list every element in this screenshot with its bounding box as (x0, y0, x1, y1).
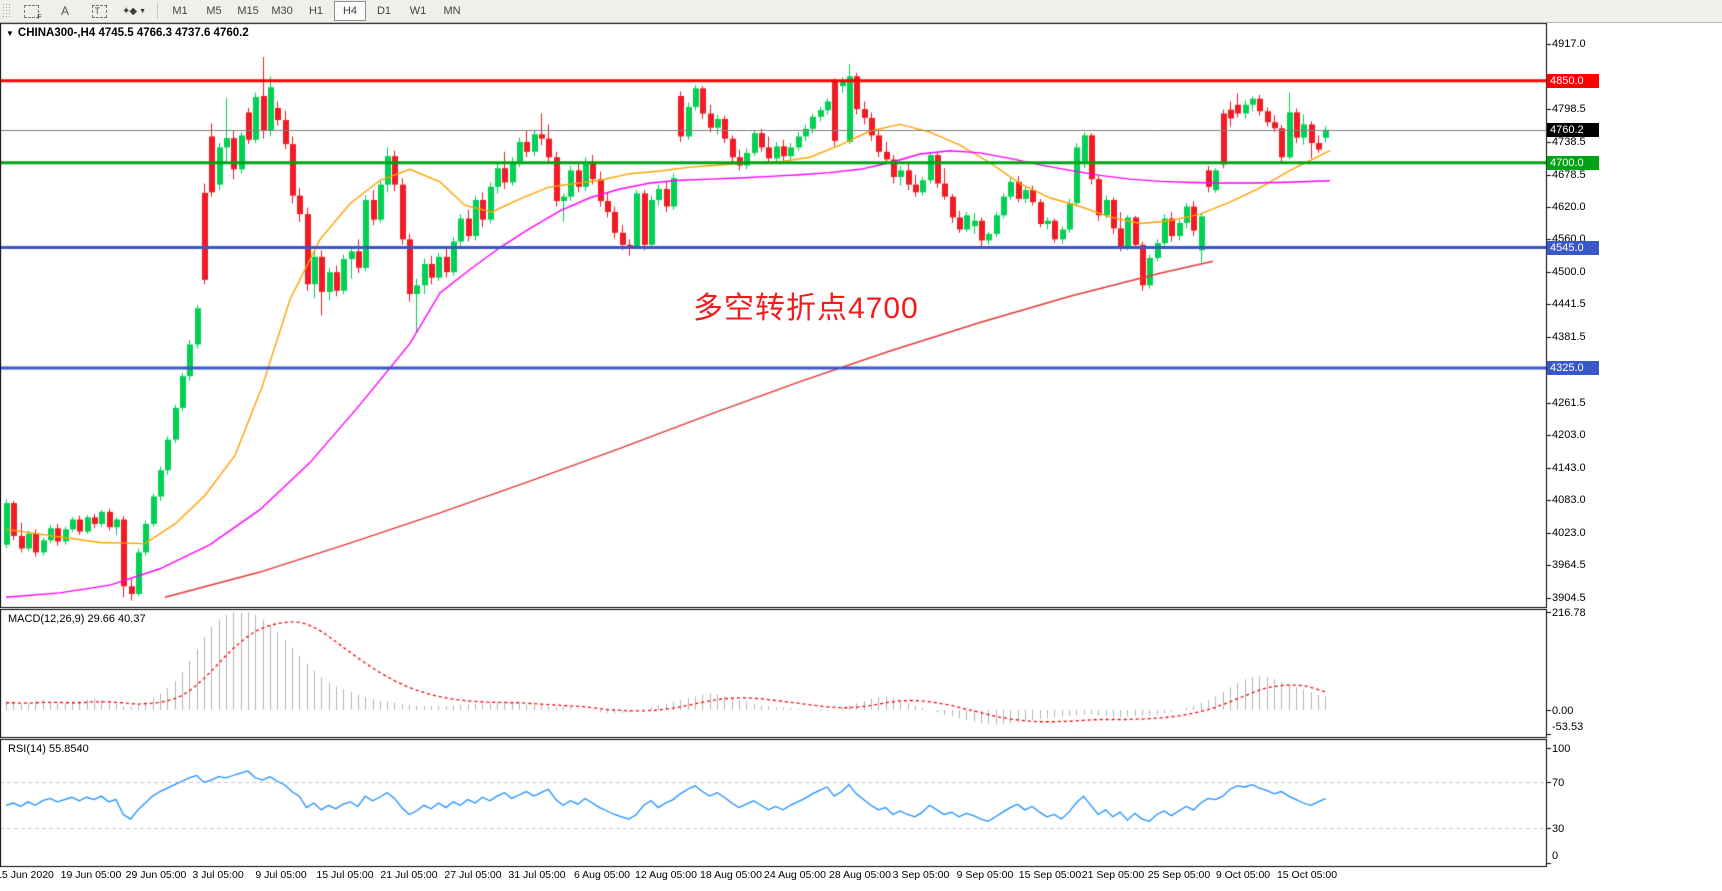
x-axis-label: 6 Aug 05:00 (573, 869, 631, 881)
price-axis-tick: 4441.5 (1552, 298, 1586, 311)
price-axis-tick: 4261.5 (1552, 396, 1586, 409)
x-axis-label: 15 Jul 05:00 (316, 869, 374, 881)
x-axis-label: 21 Jul 05:00 (380, 869, 438, 881)
x-axis-label: 27 Jul 05:00 (444, 869, 502, 881)
x-axis-label: 9 Jul 05:00 (255, 869, 307, 881)
rsi-axis-tick: 100 (1552, 743, 1571, 755)
chart-annotation-text: 多空转折点4700 (693, 292, 919, 325)
objects-tool-button[interactable]: ✦◆ ▼ (117, 1, 151, 21)
symbol-ohlc-text: CHINA300-,H4 4745.5 4766.3 4737.6 4760.2 (17, 27, 249, 39)
price-axis-tick: 4203.0 (1552, 428, 1586, 441)
x-axis-label: 19 Jun 05:00 (60, 869, 122, 881)
x-axis-label: 18 Aug 05:00 (700, 869, 762, 881)
macd-axis-tick: 216.78 (1552, 607, 1586, 619)
price-axis-tick: 4023.0 (1552, 527, 1586, 540)
fibonacci-icon: F (23, 4, 42, 21)
rsi-pane-label: RSI(14) 55.8540 (8, 743, 89, 755)
x-axis-label: 28 Aug 05:00 (829, 869, 891, 881)
text-label-tool-button[interactable]: A (49, 1, 81, 21)
x-axis-label: 9 Oct 05:00 (1215, 869, 1271, 881)
fibonacci-tool-button[interactable]: F (15, 1, 47, 21)
timeframe-button-M1[interactable]: M1 (172, 5, 188, 17)
hline-badge-4545.0: 4545.0 (1547, 240, 1599, 255)
timeframe-button-MN[interactable]: MN (443, 5, 461, 17)
timeframe-button-M5[interactable]: M5 (206, 5, 222, 17)
price-axis-tick: 3904.5 (1552, 592, 1586, 605)
price-axis-tick: 4917.0 (1552, 38, 1586, 50)
x-axis-label: 15 Oct 05:00 (1276, 869, 1338, 881)
price-axis-tick: 4381.5 (1552, 331, 1586, 344)
x-axis-label: 25 Sep 05:00 (1147, 869, 1211, 881)
hline-badge-4325.0: 4325.0 (1547, 360, 1599, 375)
x-axis-label: 15 Sep 05:00 (1018, 869, 1082, 881)
x-axis-label: 9 Sep 05:00 (956, 869, 1014, 881)
x-axis-label: 31 Jul 05:00 (508, 869, 566, 881)
timeframe-button-M15[interactable]: M15 (237, 5, 259, 17)
price-axis-tick: 3964.5 (1552, 559, 1586, 572)
toolbar-separator (157, 3, 159, 19)
collapse-triangle-icon: ▼ (6, 28, 14, 38)
timeframe-button-D1[interactable]: D1 (376, 5, 392, 17)
x-axis-label: 12 Aug 05:00 (635, 869, 697, 881)
current-price-badge: 4760.2 (1547, 122, 1599, 137)
price-axis-tick: 4500.0 (1552, 266, 1586, 279)
rsi-axis-tick: 30 (1552, 823, 1565, 836)
price-axis-tick: 4798.5 (1552, 102, 1586, 115)
x-axis-label: 24 Aug 05:00 (764, 869, 826, 881)
text-tool-icon: T (91, 4, 107, 18)
x-axis-label: 15 Jun 2020 (0, 869, 54, 881)
toolbar-grip[interactable] (2, 3, 10, 19)
x-axis-label: 29 Jun 05:00 (125, 869, 187, 881)
text-tool-button[interactable]: T (83, 1, 115, 21)
macd-axis-tick: -53.53 (1552, 721, 1584, 733)
timeframe-button-M30[interactable]: M30 (271, 5, 293, 17)
price-axis-tick: 4143.0 (1552, 461, 1586, 474)
hline-badge-4850.0: 4850.0 (1547, 73, 1599, 88)
rsi-axis-tick: 70 (1552, 777, 1565, 790)
symbol-title[interactable]: ▼ CHINA300-,H4 4745.5 4766.3 4737.6 4760… (6, 27, 249, 39)
timeframe-button-W1[interactable]: W1 (409, 5, 427, 17)
chevron-down-icon: ▼ (139, 7, 147, 15)
x-axis-label: 3 Sep 05:00 (892, 869, 950, 881)
price-axis-tick: 4738.5 (1552, 135, 1586, 148)
letter-a-icon: A (60, 4, 69, 18)
x-axis-label: 3 Jul 05:00 (192, 869, 244, 881)
price-axis-tick: 4678.5 (1552, 168, 1586, 181)
arrows-icon: ✦◆ (122, 5, 137, 17)
price-axis-tick: 4620.0 (1552, 200, 1586, 213)
timeframe-button-H4[interactable]: H4 (334, 1, 367, 21)
hline-badge-4700.0: 4700.0 (1547, 155, 1599, 170)
rsi-axis-tick: 0 (1552, 850, 1559, 862)
top-toolbar: F A T ✦◆ ▼ M1 M5 M15 M30 H1 H4 D1 W1 MN (0, 0, 1722, 23)
timeframe-button-H1[interactable]: H1 (308, 5, 324, 17)
x-axis-label: 21 Sep 05:00 (1081, 869, 1145, 881)
price-axis-tick: 4083.0 (1552, 494, 1586, 507)
macd-axis-tick: 0.00 (1552, 705, 1574, 717)
macd-pane-label: MACD(12,26,9) 29.66 40.37 (8, 613, 146, 625)
